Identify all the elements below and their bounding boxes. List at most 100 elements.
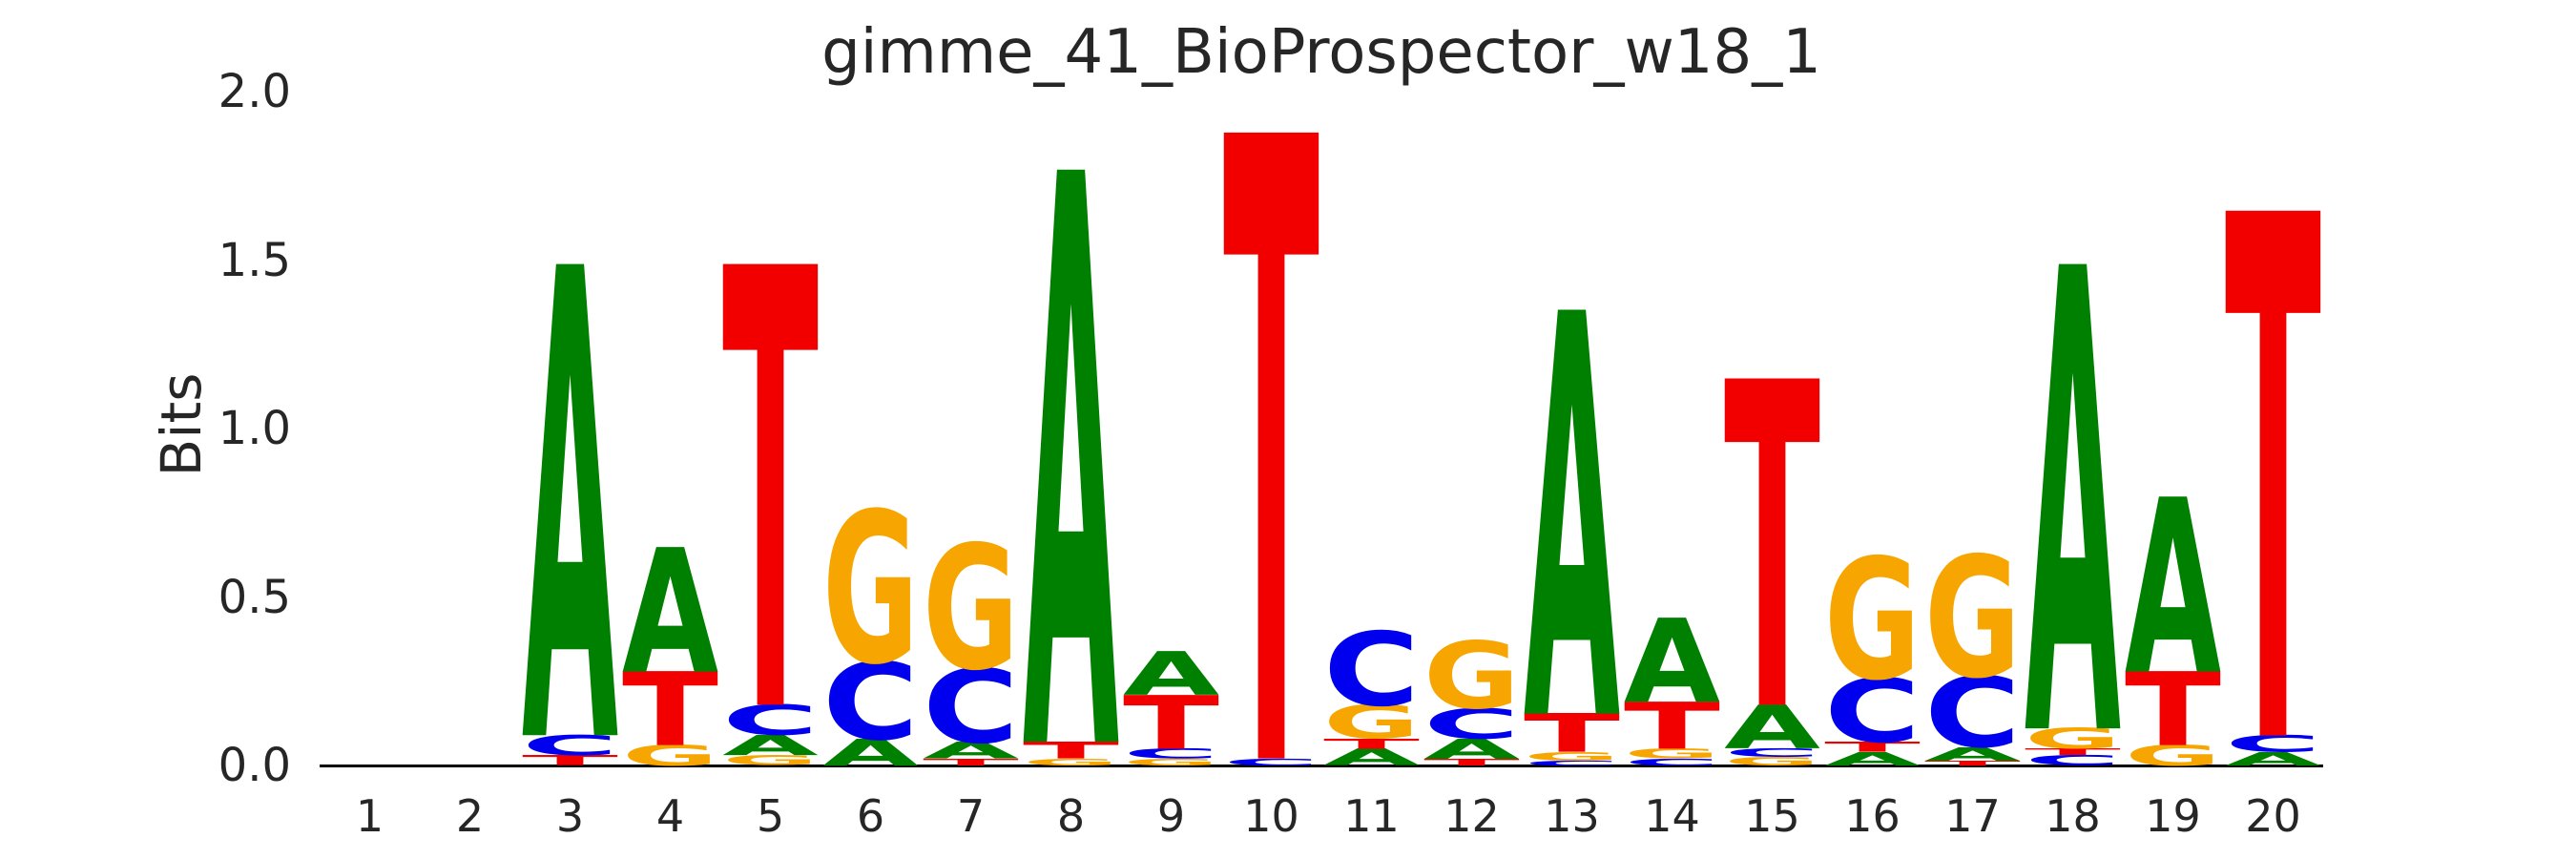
svg-text:G: G [1023, 757, 1119, 767]
logo-letter-G: G [1023, 757, 1119, 767]
logo-letter-A: A [1724, 693, 1820, 763]
x-tick-label: 2 [455, 790, 485, 842]
logo-letter-T: T [2025, 746, 2121, 757]
svg-text:A: A [1023, 15, 1120, 859]
svg-text:T: T [722, 145, 820, 849]
logo-letter-A: A [2125, 450, 2221, 728]
svg-text:C: C [1423, 700, 1520, 748]
logo-letter-T: T [1624, 689, 1720, 765]
svg-text:G: G [1724, 755, 1820, 768]
svg-text:A: A [1924, 744, 2021, 765]
logo-letter-A: A [1624, 595, 1720, 729]
svg-text:C: C [1223, 757, 1319, 767]
svg-text:T: T [923, 757, 1019, 767]
logo-letter-G: G [622, 740, 718, 772]
logo-letter-C: C [2025, 753, 2121, 769]
x-tick-label: 7 [956, 790, 986, 842]
x-tick-label: 8 [1056, 790, 1086, 842]
logo-letter-A: A [1824, 748, 1921, 769]
logo-letter-T: T [1724, 288, 1821, 810]
logo-letter-T: T [1323, 736, 1420, 752]
logo-letter-T: T [522, 753, 618, 769]
svg-text:T: T [1323, 736, 1420, 752]
svg-text:T: T [1624, 689, 1720, 765]
svg-text:G: G [1524, 749, 1620, 763]
svg-text:T: T [1524, 703, 1620, 765]
logo-letter-A: A [2025, 136, 2122, 859]
y-tick-label: 1.5 [218, 233, 291, 287]
logo-letter-A: A [2225, 748, 2321, 769]
svg-text:T: T [1924, 759, 2021, 766]
logo-letter-A: A [1023, 15, 1120, 859]
x-tick-label: 1 [355, 790, 384, 842]
x-tick-label: 4 [655, 790, 685, 842]
svg-text:T: T [522, 753, 618, 769]
svg-text:G: G [2125, 740, 2221, 772]
svg-text:A: A [822, 731, 919, 774]
logo-letter-G: G [1323, 696, 1420, 749]
logo-letter-G: G [2125, 740, 2221, 772]
x-tick-label: 16 [1844, 790, 1901, 842]
logo-letter-T: T [1123, 680, 1219, 765]
logo-letter-G: G [822, 470, 919, 711]
logo-letter-A: A [822, 731, 919, 774]
logo-letter-A: A [923, 737, 1019, 764]
y-tick-label: 0.0 [218, 739, 291, 792]
svg-text:C: C [2025, 753, 2121, 769]
svg-text:T: T [2225, 67, 2322, 859]
svg-text:C: C [1123, 745, 1219, 762]
logo-letter-A: A [1323, 744, 1420, 771]
logo-letter-C: C [1724, 746, 1820, 760]
svg-text:G: G [1123, 757, 1219, 767]
logo-letter-T: T [1524, 703, 1620, 765]
svg-text:C: C [923, 648, 1019, 765]
logo-letter-A: A [622, 513, 718, 713]
svg-text:G: G [1824, 525, 1921, 718]
svg-text:A: A [1824, 748, 1921, 769]
logo-letter-C: C [2225, 730, 2321, 757]
x-tick-label: 6 [856, 790, 885, 842]
logo-letter-T: T [2225, 67, 2322, 859]
logo-letter-A: A [722, 730, 819, 763]
x-tick-label: 11 [1343, 790, 1400, 842]
logo-letter-G: G [1724, 755, 1820, 768]
logo-letter-T: T [1223, 0, 1320, 859]
x-tick-label: 12 [1444, 790, 1500, 842]
svg-text:G: G [1423, 622, 1520, 730]
logo-letter-C: C [1423, 700, 1520, 748]
logo-letter-C: C [822, 639, 919, 764]
svg-text:T: T [1423, 757, 1520, 767]
svg-text:C: C [522, 730, 618, 763]
logo-letter-T: T [1023, 737, 1119, 764]
logo-letter-C: C [1524, 759, 1620, 766]
logo-letter-C: C [1323, 612, 1420, 729]
x-tick-label: 14 [1644, 790, 1700, 842]
svg-text:A: A [1423, 733, 1520, 765]
svg-text:T: T [1724, 288, 1821, 810]
svg-text:G: G [1323, 696, 1420, 749]
logo-letter-A: A [1924, 744, 2021, 765]
logo-letter-G: G [1824, 525, 1921, 718]
svg-text:C: C [2225, 730, 2321, 757]
svg-text:T: T [1223, 0, 1320, 859]
logo-letter-A: A [1423, 733, 1520, 765]
logo-letter-C: C [722, 697, 819, 745]
logo-letter-G: G [1123, 757, 1219, 767]
x-tick-label: 15 [1744, 790, 1800, 842]
logo-letter-C: C [1223, 757, 1319, 767]
svg-text:A: A [1323, 744, 1420, 771]
svg-text:T: T [1023, 737, 1119, 764]
svg-text:C: C [1323, 612, 1420, 729]
logo-letter-G: G [722, 753, 819, 769]
svg-text:C: C [1524, 759, 1620, 766]
svg-text:A: A [722, 730, 819, 763]
x-tick-label: 18 [2045, 790, 2101, 842]
y-tick-label: 0.5 [218, 570, 291, 624]
svg-text:A: A [1724, 693, 1820, 763]
logo-letter-C: C [1123, 745, 1219, 762]
logo-letter-T: T [2125, 652, 2221, 769]
logo-letter-C: C [923, 648, 1019, 765]
logo-letter-A: A [1524, 199, 1621, 845]
svg-text:C: C [1624, 757, 1720, 767]
logo-letter-C: C [1824, 660, 1921, 763]
